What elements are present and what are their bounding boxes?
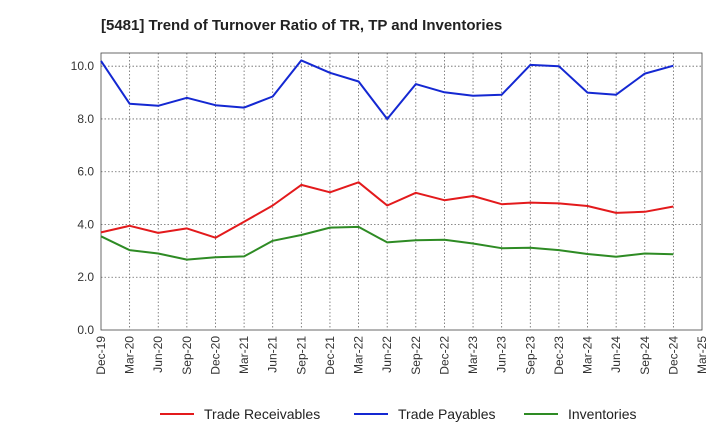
x-tick-label: Sep-23 — [523, 336, 537, 375]
x-tick-label: Jun-22 — [380, 336, 394, 373]
x-tick-label: Sep-22 — [409, 336, 423, 375]
plot-area: 0.0 2.0 4.0 6.0 8.0 10.0 Dec-19 Mar-20 Jun-20 Sep… — [71, 52, 709, 375]
x-tick-label: Dec-19 — [94, 336, 108, 375]
x-tick-label: Jun-24 — [609, 336, 623, 373]
x-tick-label: Sep-20 — [180, 336, 194, 375]
x-tick-label: Dec-20 — [208, 336, 222, 375]
x-tick-label: Dec-23 — [552, 336, 566, 375]
x-tick-label: Mar-22 — [352, 336, 366, 374]
x-tick-label: Dec-24 — [666, 336, 680, 375]
legend: Trade Receivables Trade Payables Inventori… — [160, 406, 636, 422]
y-tick-label: 10.0 — [71, 59, 95, 73]
x-tick-label: Mar-20 — [123, 336, 137, 374]
y-tick-label: 0.0 — [77, 323, 94, 337]
x-tick-label: Dec-21 — [323, 336, 337, 375]
x-tick-label: Mar-21 — [237, 336, 251, 374]
x-tick-label: Sep-24 — [638, 336, 652, 375]
x-tick-label: Mar-25 — [695, 336, 709, 374]
legend-label: Trade Receivables — [204, 406, 320, 422]
x-tick-label: Mar-24 — [581, 336, 595, 374]
x-tick-label: Mar-23 — [466, 336, 480, 374]
chart-title: [5481] Trend of Turnover Ratio of TR, TP… — [101, 17, 502, 34]
series-line-trade-receivables — [100, 181, 674, 239]
y-tick-label: 4.0 — [77, 217, 94, 231]
legend-label: Trade Payables — [398, 406, 496, 422]
x-tick-label: Jun-23 — [495, 336, 509, 373]
y-tick-label: 8.0 — [77, 112, 94, 126]
x-tick-label: Sep-21 — [294, 336, 308, 375]
x-tick-label: Jun-20 — [151, 336, 165, 373]
legend-label: Inventories — [568, 406, 636, 422]
series-line-inventories — [100, 225, 674, 261]
x-tick-label: Jun-21 — [266, 336, 280, 373]
y-tick-label: 2.0 — [77, 270, 94, 284]
plot-frame — [100, 52, 703, 331]
series-line-trade-payables — [100, 59, 674, 120]
x-tick-label: Dec-22 — [437, 336, 451, 375]
y-tick-label: 6.0 — [77, 165, 94, 179]
